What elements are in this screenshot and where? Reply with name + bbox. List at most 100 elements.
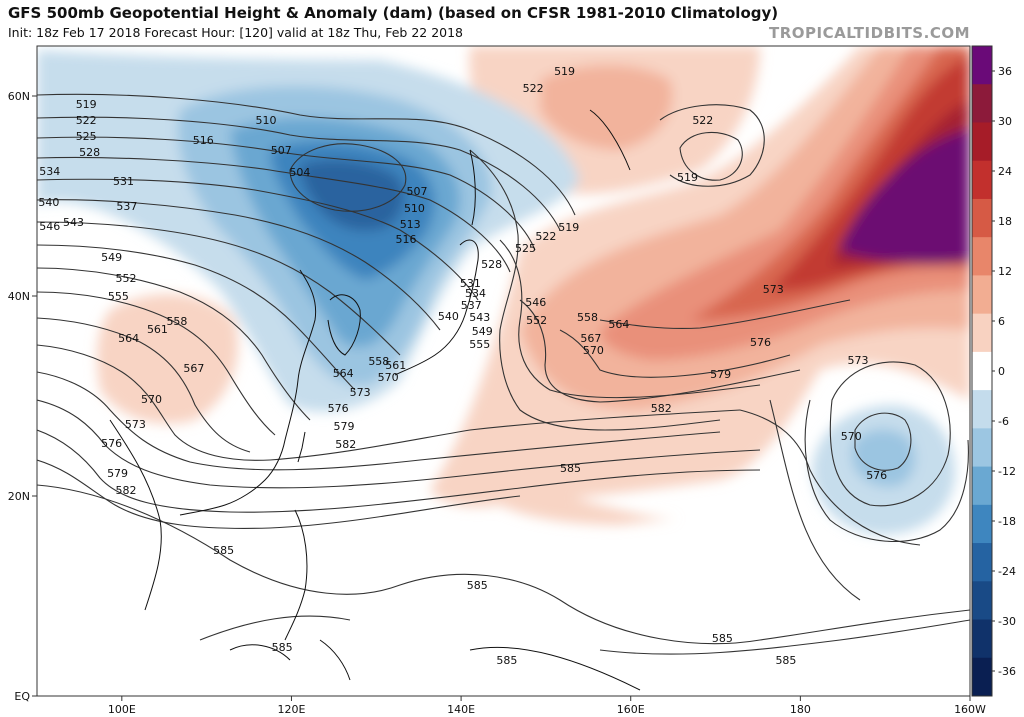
lon-label: 140E [447, 703, 475, 716]
contour-label: 582 [651, 402, 672, 415]
colorbar-segment [972, 313, 992, 353]
contour-label: 546 [525, 296, 546, 309]
contour-label: 552 [526, 314, 547, 327]
contour-label: 573 [350, 386, 371, 399]
contour-label: 570 [583, 344, 604, 357]
colorbar-segment [972, 466, 992, 506]
contour-line [37, 156, 511, 273]
contour-label: 585 [213, 544, 234, 557]
contour-label: 540 [438, 310, 459, 323]
contour-label: 564 [608, 318, 629, 331]
chart-title: GFS 500mb Geopotential Height & Anomaly … [8, 4, 779, 22]
coastline [297, 431, 306, 463]
colorbar-label: 36 [998, 65, 1012, 78]
contour-line [37, 291, 276, 436]
contour-label: 585 [712, 632, 733, 645]
colorbar-segment [972, 237, 992, 276]
colorbar-label: -6 [998, 415, 1009, 428]
contour-line [37, 317, 251, 453]
contour-labels: 5045075105075105135165165195225255285315… [38, 65, 887, 667]
contour-line [739, 409, 921, 546]
contour-line [199, 615, 351, 641]
contour-line [599, 299, 851, 329]
contour-label: 558 [577, 311, 598, 324]
contour-label: 519 [677, 171, 698, 184]
colorbar-label: 0 [998, 365, 1005, 378]
contour-label: 510 [256, 114, 277, 127]
colorbar-labels: 36 30 24 18 12 6 0 -6 -12 -18 -24 -30 -36 [992, 65, 1016, 678]
coastline [109, 419, 162, 611]
colorbar-label: -12 [998, 465, 1016, 478]
coastline [229, 644, 291, 661]
contour-label: 564 [118, 332, 139, 345]
colorbar-segment [972, 351, 992, 391]
contour-label: 519 [76, 98, 97, 111]
contour-label: 504 [289, 166, 310, 179]
colorbar-label: 12 [998, 265, 1012, 278]
contour-line [37, 459, 521, 529]
colorbar-segment [972, 122, 992, 162]
colorbar-label: 18 [998, 215, 1012, 228]
contour-line [289, 143, 407, 212]
contour-line [37, 344, 741, 461]
contour-label: 576 [328, 402, 349, 415]
height-contours [37, 93, 970, 655]
colorbar-segment [972, 275, 992, 315]
contour-label: 585 [467, 579, 488, 592]
contour-label: 585 [560, 462, 581, 475]
lon-label: 100E [108, 703, 136, 716]
coastline [179, 269, 317, 516]
contour-label: 579 [107, 467, 128, 480]
contour-label: 516 [395, 233, 416, 246]
contour-label: 534 [39, 165, 60, 178]
contour-label: 543 [469, 311, 490, 324]
latitude-labels: 60N 40N 20N EQ [8, 90, 37, 703]
contour-label: 522 [523, 82, 544, 95]
contour-label: 573 [848, 354, 869, 367]
colorbar-segment [972, 160, 992, 200]
watermark: TROPICALTIDBITS.COM [769, 24, 970, 42]
contour-line [37, 399, 761, 489]
colorbar-segment [972, 428, 992, 468]
contour-line [37, 221, 401, 356]
contour-line [37, 484, 970, 645]
contour-label: 585 [272, 641, 293, 654]
contour-label: 516 [193, 134, 214, 147]
contour-label: 534 [465, 287, 486, 300]
colorbar-segment [972, 84, 992, 123]
contour-label: 567 [580, 332, 601, 345]
contour-label: 582 [116, 484, 137, 497]
contour-label: 531 [113, 175, 134, 188]
lon-label: 160W [954, 703, 986, 716]
contour-label: 567 [183, 362, 204, 375]
contour-label: 561 [147, 323, 168, 336]
contour-label: 570 [141, 393, 162, 406]
coastline [284, 509, 308, 641]
contour-label: 519 [558, 221, 579, 234]
contour-line [37, 429, 761, 513]
lat-label: 20N [8, 490, 30, 503]
colorbar-segment [972, 619, 992, 659]
colorbar-label: 24 [998, 165, 1012, 178]
colorbar-segment [972, 657, 992, 697]
contour-label: 582 [335, 438, 356, 451]
contour-label: 555 [469, 338, 490, 351]
coastline [469, 149, 476, 226]
colorbar-label: 6 [998, 315, 1005, 328]
contour-line [559, 329, 791, 378]
contour-label: 531 [460, 277, 481, 290]
contour-label: 552 [116, 272, 137, 285]
contour-label: 525 [515, 242, 536, 255]
contour-label: 537 [461, 299, 482, 312]
colorbar-segment [972, 46, 992, 85]
contour-label: 555 [108, 290, 129, 303]
contour-line [829, 361, 951, 507]
lat-label: 60N [8, 90, 30, 103]
lon-label: 160E [617, 703, 645, 716]
coastline [589, 109, 631, 171]
colorbar-label: -24 [998, 565, 1016, 578]
contour-label: 525 [76, 130, 97, 143]
contour-label: 549 [101, 251, 122, 264]
contour-line [769, 399, 861, 601]
